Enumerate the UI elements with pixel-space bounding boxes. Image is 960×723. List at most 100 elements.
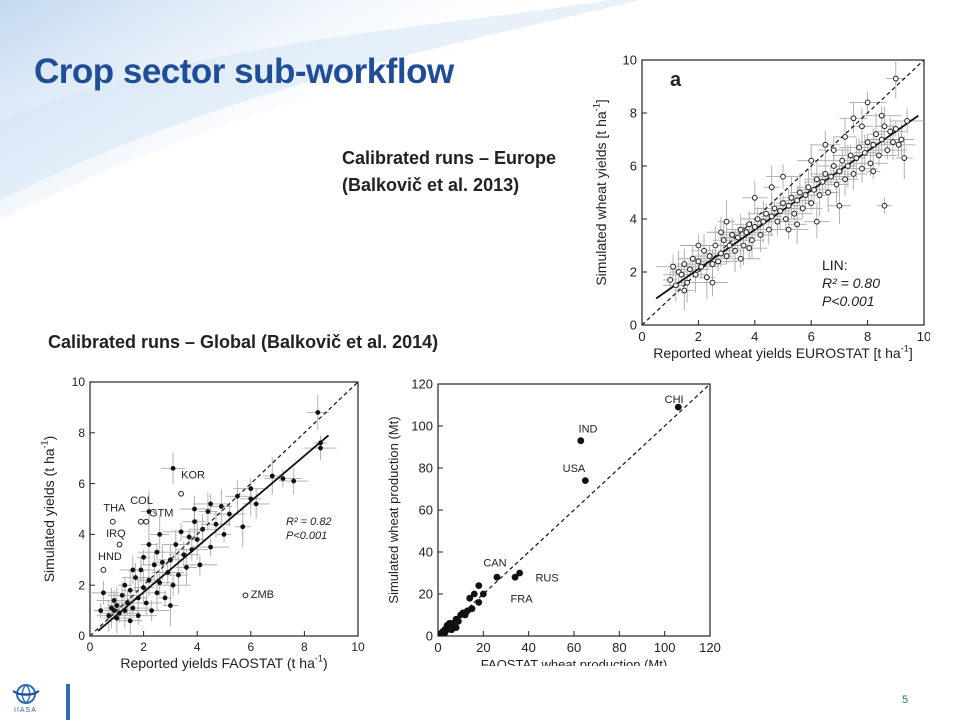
x-tick-label: 0 (638, 329, 645, 344)
data-point (766, 226, 772, 233)
data-point (511, 573, 519, 581)
data-point (822, 171, 829, 177)
data-point (870, 141, 877, 148)
data-point (813, 176, 820, 183)
data-point (101, 590, 106, 596)
europe-yield-chart: 0 2 4 6 8 10 0 2 4 6 8 10 Reported wheat yields EURO… (590, 40, 930, 372)
data-point (122, 582, 128, 588)
data-point (712, 242, 719, 249)
data-point (141, 554, 146, 560)
data-point (878, 112, 885, 119)
point-label-can: CAN (483, 558, 506, 570)
stat-line: P<0.001 (286, 530, 327, 542)
data-point (151, 562, 157, 568)
data-point (785, 226, 792, 233)
data-point (701, 247, 707, 254)
data-point (887, 128, 894, 135)
x-tick-label: 100 (654, 640, 676, 655)
data-point (146, 577, 152, 583)
x-tick-label: 80 (612, 640, 626, 655)
y-tick-label: 10 (72, 375, 86, 389)
data-point (146, 542, 152, 547)
data-point (791, 210, 798, 217)
data-point (192, 506, 197, 512)
data-point (788, 194, 795, 201)
data-point (763, 210, 769, 217)
data-point (830, 163, 837, 169)
data-point (777, 208, 784, 214)
data-point (235, 493, 240, 499)
data-point (280, 476, 286, 481)
point-label-rus: RUS (535, 572, 558, 584)
data-point (709, 261, 716, 267)
data-point (170, 465, 176, 471)
plot-area (90, 382, 358, 636)
data-point (774, 218, 781, 225)
data-point (718, 229, 724, 236)
y-tick-label: 20 (419, 587, 433, 602)
point-label-col: COL (130, 495, 153, 507)
page-number: 5 (902, 694, 909, 706)
y-tick-label: 2 (78, 578, 85, 592)
data-point (141, 585, 146, 591)
data-point (794, 221, 801, 228)
data-point (248, 496, 254, 502)
data-point (168, 603, 173, 608)
y-tick-label: 6 (630, 159, 637, 174)
data-point (757, 232, 764, 238)
data-point (154, 549, 160, 555)
data-point (692, 271, 699, 278)
panel-label: a (670, 69, 682, 91)
data-point-open (138, 518, 144, 525)
data-point (127, 618, 133, 624)
data-point (695, 258, 702, 265)
y-tick-label: 80 (419, 461, 433, 476)
data-point (873, 131, 879, 138)
data-point (125, 600, 130, 606)
data-point (181, 552, 187, 558)
data-point (850, 115, 857, 122)
x-tick-label: 8 (301, 640, 308, 654)
y-tick-label: 4 (630, 212, 637, 227)
data-point (864, 139, 871, 146)
data-point (836, 168, 843, 175)
data-point (315, 410, 321, 415)
data-point (780, 173, 786, 180)
data-point (667, 277, 674, 283)
stat-line: LIN: (822, 257, 848, 273)
data-point (867, 160, 874, 167)
data-point (98, 608, 104, 613)
data-point (681, 287, 688, 294)
data-point (842, 176, 848, 183)
y-tick-label: 10 (623, 53, 637, 68)
data-point (189, 547, 195, 553)
data-point (135, 595, 141, 601)
data-point (135, 613, 141, 619)
x-tick-label: 20 (476, 640, 490, 655)
data-point (853, 155, 860, 161)
data-point (723, 218, 730, 225)
data-point (751, 194, 758, 201)
stat-line: R² = 0.82 (286, 516, 332, 528)
data-point-open (143, 518, 150, 525)
data-point (892, 126, 899, 132)
data-point (768, 184, 775, 191)
data-point (170, 582, 176, 588)
data-point (780, 200, 786, 207)
point-label-fra: FRA (511, 593, 534, 605)
data-point (695, 242, 702, 249)
data-point-open (100, 567, 107, 573)
y-tick-label: 8 (78, 426, 85, 440)
data-point (130, 605, 136, 611)
data-point (805, 184, 812, 191)
global-yield-svg: 0 2 4 6 8 10 0 2 4 6 8 10 Reported yields FAOSTAT (t… (40, 375, 365, 671)
data-point (737, 226, 744, 233)
data-point (799, 205, 806, 212)
y-tick-label: 0 (630, 318, 637, 333)
data-point (452, 624, 460, 631)
data-point (706, 253, 713, 260)
data-point (822, 141, 829, 148)
data-point (122, 608, 128, 613)
data-point (577, 437, 585, 445)
data-point (861, 149, 868, 156)
